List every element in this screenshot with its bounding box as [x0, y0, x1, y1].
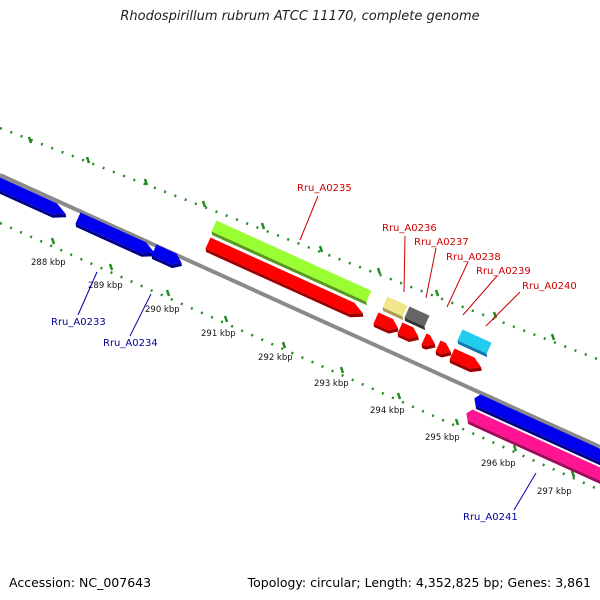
label-rru-a0237[interactable]: Rru_A0237: [414, 237, 469, 248]
cds-rru-a0238[interactable]: [420, 333, 439, 353]
cds-rru-a0237[interactable]: [396, 322, 422, 346]
cds-rru-a0235[interactable]: [204, 237, 367, 323]
label-rru-a0233[interactable]: Rru_A0233: [51, 317, 106, 328]
inner-major-ticks: [50, 237, 576, 478]
feature-khaki-rru-a0236[interactable]: [381, 296, 409, 321]
gene-rru-a0233[interactable]: [0, 173, 70, 223]
tick-label-293: 293 kbp: [314, 379, 349, 389]
tick-label-290: 290 kbp: [145, 305, 180, 315]
cds-rru-a0239[interactable]: [434, 340, 455, 361]
red-leader-lines: [299, 195, 521, 327]
tick-label-296: 296 kbp: [481, 459, 516, 469]
blue-leader-lines: [77, 271, 537, 511]
feature-gray-rru-a0237[interactable]: [403, 306, 431, 331]
label-rru-a0239[interactable]: Rru_A0239: [476, 266, 531, 277]
label-rru-a0241[interactable]: Rru_A0241: [463, 512, 518, 523]
tick-label-288: 288 kbp: [31, 258, 66, 268]
gene-rru-a0241[interactable]: [471, 393, 600, 471]
label-rru-a0240[interactable]: Rru_A0240: [522, 281, 577, 292]
tick-label-297: 297 kbp: [537, 487, 572, 497]
map-title: Rhodospirillum rubrum ATCC 11170, comple…: [120, 9, 480, 24]
genome-stats-text: Topology: circular; Length: 4,352,825 bp…: [247, 575, 591, 590]
label-rru-a0238[interactable]: Rru_A0238: [446, 252, 501, 263]
tick-label-292: 292 kbp: [258, 353, 293, 363]
label-rru-a0234[interactable]: Rru_A0234: [103, 338, 158, 349]
gene-rru-a0234-b[interactable]: [150, 244, 185, 272]
cds-rru-a0240[interactable]: [448, 348, 485, 377]
feature-cyan-rru-a0240[interactable]: [456, 329, 493, 358]
tick-label-294: 294 kbp: [370, 406, 405, 416]
cds-rru-a0236[interactable]: [372, 312, 402, 337]
feature-magenta-rru-a0241[interactable]: [463, 408, 600, 486]
tick-label-295: 295 kbp: [425, 433, 460, 443]
tick-label-291: 291 kbp: [201, 329, 236, 339]
gene-rru-a0234-a[interactable]: [74, 212, 159, 262]
accession-text: Accession: NC_007643: [9, 575, 152, 590]
feature-green-rru-a0235[interactable]: [210, 220, 373, 306]
genome-backbone: [0, 173, 600, 449]
label-rru-a0236[interactable]: Rru_A0236: [382, 223, 437, 234]
tick-label-289: 289 kbp: [88, 281, 123, 291]
outer-major-ticks: [27, 136, 556, 341]
label-rru-a0235[interactable]: Rru_A0235: [297, 183, 352, 194]
